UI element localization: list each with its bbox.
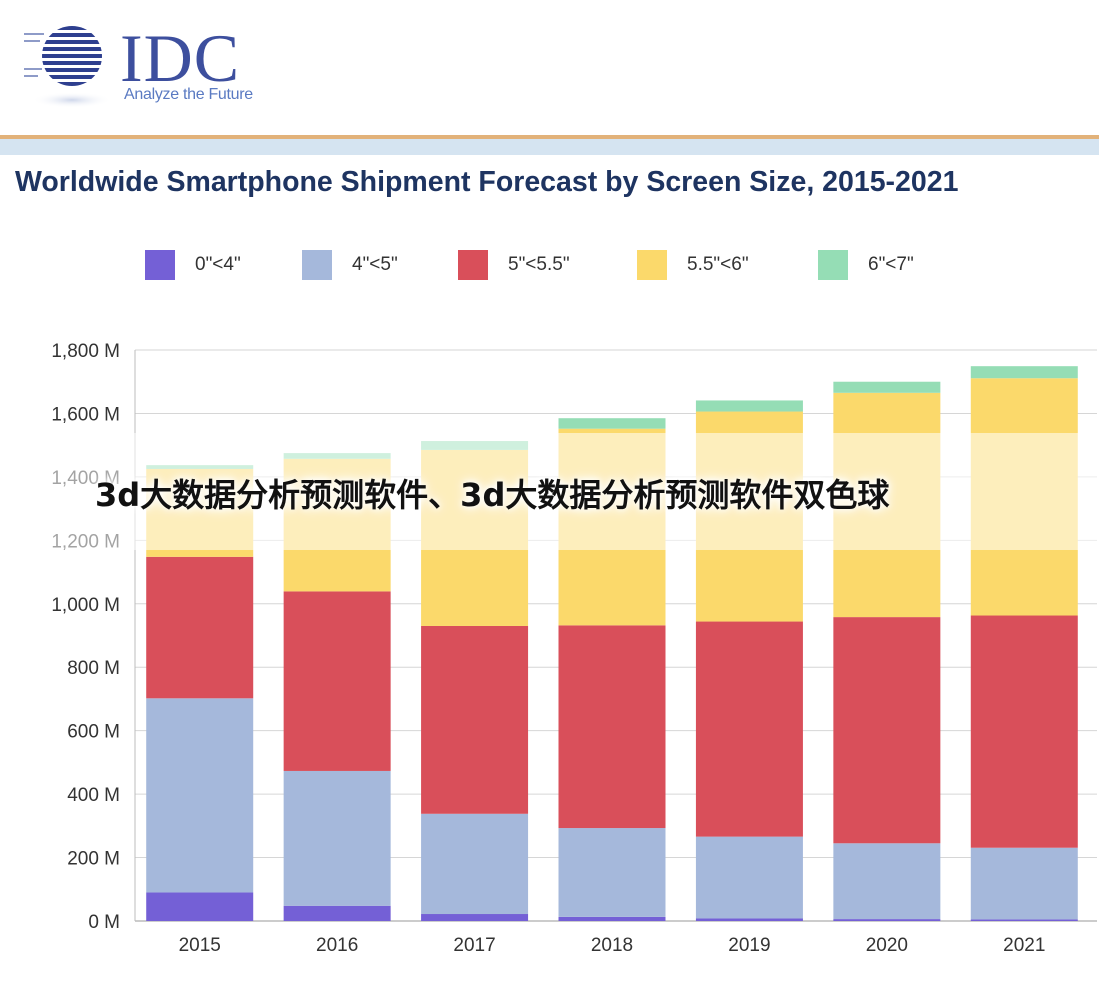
bar-2021-series-1 [970, 847, 1078, 920]
bar-2019-series-1 [695, 836, 803, 919]
bar-2021-series-0 [970, 919, 1078, 921]
bar-2018-series-2 [558, 625, 666, 829]
bar-2021-series-2 [970, 615, 1078, 848]
bar-2018-series-1 [558, 828, 666, 917]
x-tick-label-2021: 2021 [1003, 935, 1045, 956]
header-rule-gold [0, 135, 1099, 139]
y-tick-label-0: 0 M [88, 912, 120, 933]
legend-label-0: 0"<4" [195, 254, 241, 275]
logo-tagline: Analyze the Future [124, 86, 253, 103]
legend-swatch-2 [458, 250, 488, 280]
bar-2016-series-2 [283, 591, 391, 771]
globe-icon [24, 26, 112, 108]
bar-2021-series-4 [970, 366, 1078, 379]
legend-swatch-4 [818, 250, 848, 280]
legend-label-1: 4"<5" [352, 254, 398, 275]
legend-swatch-3 [637, 250, 667, 280]
overlay-band [0, 433, 1099, 550]
idc-logo: IDC Analyze the Future [20, 18, 300, 118]
y-tick-label-8: 1,600 M [51, 404, 120, 425]
bar-2016-series-1 [283, 770, 391, 906]
bar-2018-series-4 [558, 418, 666, 429]
overlay-caption: 3d大数据分析预测软件、3d大数据分析预测软件双色球 [95, 476, 890, 514]
x-tick-label-2020: 2020 [866, 935, 908, 956]
bar-2015-series-2 [146, 556, 254, 699]
logo-wordmark: IDC [120, 20, 241, 96]
chart-legend: 0"<4" 4"<5" 5"<5.5" 5.5"<6" 6"<7" [0, 248, 1099, 282]
y-tick-label-5: 1,000 M [51, 595, 120, 616]
bar-2017-series-2 [421, 625, 529, 814]
bar-2020-series-0 [833, 919, 941, 921]
x-tick-label-2016: 2016 [316, 935, 358, 956]
chart-title: Worldwide Smartphone Shipment Forecast b… [15, 166, 959, 198]
bar-2020-series-1 [833, 843, 941, 920]
bar-2015-series-0 [146, 892, 254, 921]
bar-2019-series-0 [695, 918, 803, 921]
bar-2017-series-1 [421, 813, 529, 915]
bar-2017-series-0 [421, 914, 529, 921]
bar-2015-series-1 [146, 698, 254, 893]
bar-2018-series-0 [558, 916, 666, 921]
x-tick-label-2018: 2018 [591, 935, 633, 956]
y-tick-label-2: 400 M [67, 785, 120, 806]
legend-label-4: 6"<7" [868, 254, 914, 275]
legend-label-2: 5"<5.5" [508, 254, 570, 275]
y-tick-label-3: 600 M [67, 722, 120, 743]
x-tick-label-2019: 2019 [728, 935, 770, 956]
bar-2019-series-2 [695, 621, 803, 837]
bar-2016-series-0 [283, 905, 391, 921]
legend-swatch-0 [145, 250, 175, 280]
y-tick-label-4: 800 M [67, 658, 120, 679]
y-tick-label-1: 200 M [67, 849, 120, 870]
bar-2020-series-2 [833, 617, 941, 844]
y-tick-label-9: 1,800 M [51, 341, 120, 362]
bar-2020-series-4 [833, 381, 941, 393]
bar-2019-series-4 [695, 400, 803, 412]
header-rule-blue [0, 139, 1099, 155]
x-tick-label-2017: 2017 [453, 935, 495, 956]
header: IDC Analyze the Future [0, 0, 1099, 155]
legend-swatch-1 [302, 250, 332, 280]
legend-label-3: 5.5"<6" [687, 254, 749, 275]
x-tick-label-2015: 2015 [179, 935, 221, 956]
